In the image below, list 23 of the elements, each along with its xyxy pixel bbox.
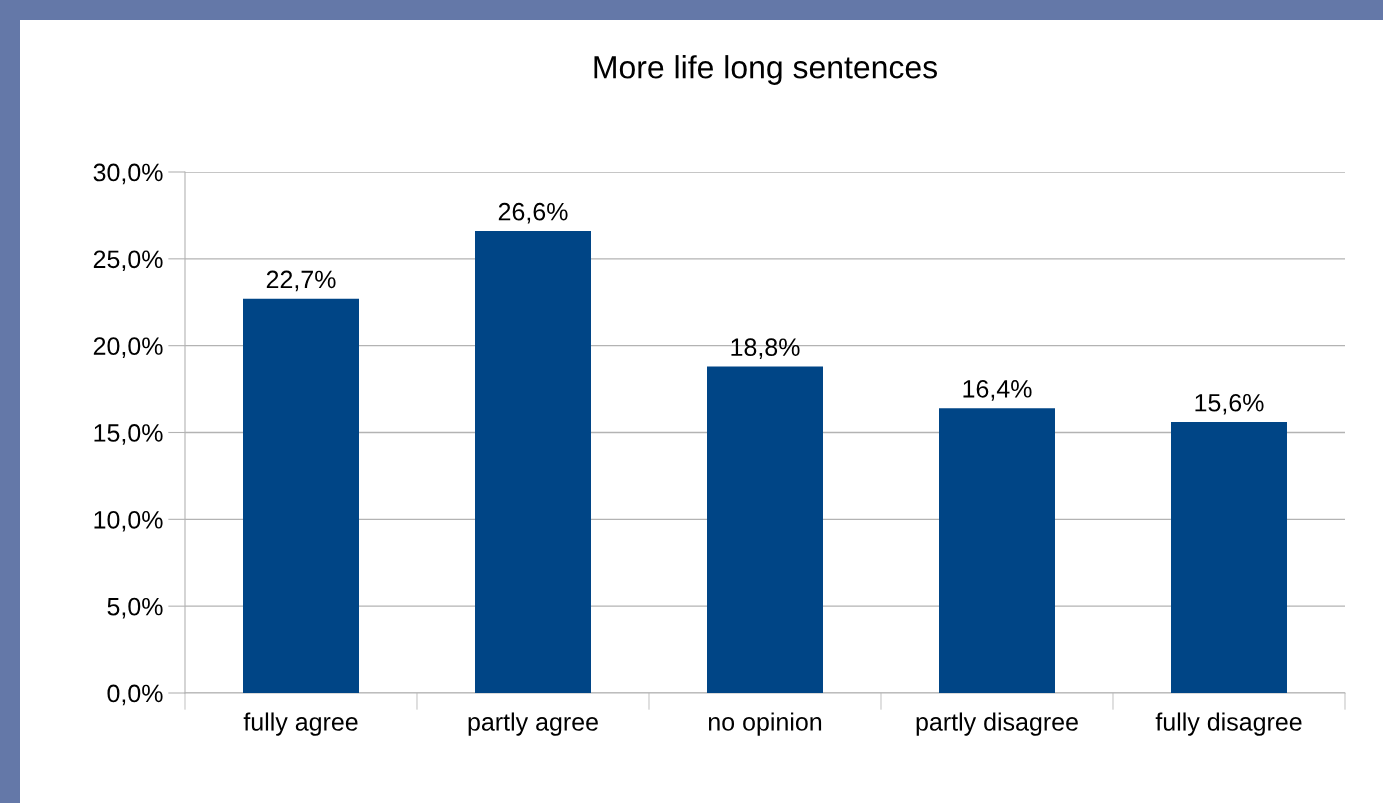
x-tick-label: partly agree: [468, 712, 598, 736]
x-tick-label: partly disagree: [916, 712, 1078, 736]
bar: [1171, 422, 1287, 693]
bar: [475, 231, 591, 693]
data-label: 22,7%: [266, 270, 336, 292]
y-tick-label: 0,0%: [107, 684, 163, 706]
chart-title: More life long sentences: [594, 55, 937, 85]
bar: [939, 408, 1055, 693]
y-tick-label: 30,0%: [93, 163, 163, 185]
bar: [707, 366, 823, 693]
data-label: 16,4%: [963, 379, 1032, 401]
data-label: 15,6%: [1195, 393, 1264, 415]
y-tick-label: 25,0%: [93, 250, 163, 272]
data-label: 18,8%: [731, 338, 800, 359]
data-label: 26,6%: [498, 202, 568, 224]
y-tick-label: 10,0%: [94, 510, 163, 532]
x-tick-label: fully disagree: [1155, 712, 1302, 736]
y-tick-label: 15,0%: [94, 424, 163, 445]
bar: [243, 298, 359, 693]
y-tick-label: 20,0%: [93, 337, 163, 358]
x-tick-label: fully agree: [243, 712, 358, 736]
y-tick-label: 5,0%: [107, 597, 163, 619]
x-tick-label: no opinion: [708, 712, 822, 736]
